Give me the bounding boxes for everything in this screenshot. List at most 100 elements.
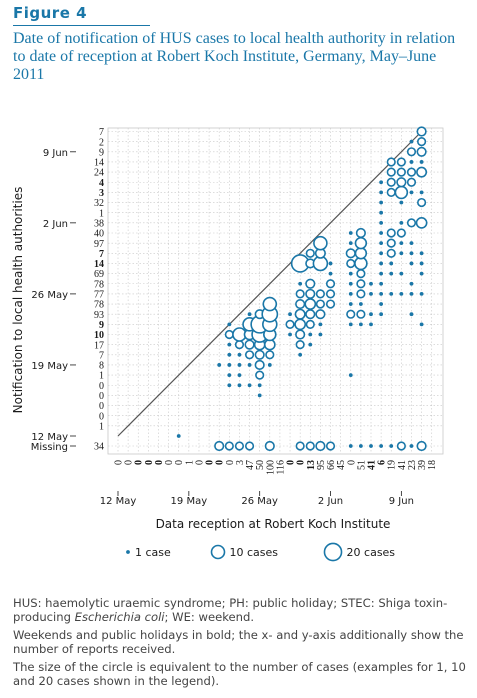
data-point <box>318 332 323 337</box>
data-point <box>409 312 414 317</box>
data-point <box>234 340 245 350</box>
data-point <box>217 363 222 367</box>
data-point <box>244 350 255 360</box>
legend-label: 20 cases <box>347 546 396 559</box>
data-point <box>419 160 424 164</box>
data-point <box>318 322 323 327</box>
data-point <box>416 126 427 137</box>
data-point <box>379 312 384 317</box>
x-count-label: 13 <box>306 460 317 470</box>
x-date-label: 26 May <box>241 496 278 507</box>
data-point <box>394 185 409 200</box>
data-point <box>315 299 325 309</box>
figure-label: Figure 4 <box>13 4 88 22</box>
data-point <box>419 251 424 256</box>
x-count-label: 45 <box>336 460 347 470</box>
data-point <box>227 383 232 388</box>
chart-axes: 7291424433213840977146978777893910177810… <box>31 127 439 507</box>
y-count-label: 34 <box>94 442 104 453</box>
x-count-label: 39 <box>417 460 428 470</box>
y-date-label: Missing <box>31 442 68 453</box>
hus-notification-scatter-chart: 7291424433213840977146978777893910177810… <box>11 126 444 562</box>
y-count-label: 0 <box>99 381 104 392</box>
x-date-label: 9 Jun <box>389 496 414 507</box>
data-point <box>406 218 417 228</box>
legend-label: 10 cases <box>230 546 279 559</box>
data-point <box>379 210 384 215</box>
data-point <box>304 298 317 310</box>
y-date-label: 12 May <box>31 432 68 443</box>
y-count-label: 32 <box>94 198 104 209</box>
data-point <box>237 363 242 367</box>
y-count-label: 7 <box>99 127 104 138</box>
plot-frame <box>107 127 444 455</box>
data-point <box>386 167 396 177</box>
data-point-missing <box>358 444 363 448</box>
data-point <box>396 177 407 188</box>
data-point <box>356 309 366 319</box>
data-point <box>416 146 427 157</box>
data-point <box>254 349 265 360</box>
x-count-label: 0 <box>346 460 357 465</box>
y-count-label: 14 <box>94 158 104 169</box>
data-point-missing <box>389 444 394 448</box>
figure-notes: HUS: haemolytic uraemic syndrome; PH: pu… <box>13 596 468 692</box>
data-point <box>227 363 232 367</box>
data-point <box>396 157 406 167</box>
data-point <box>227 342 232 347</box>
data-point-missing <box>348 444 353 448</box>
y-count-label: 3 <box>99 188 104 199</box>
y-count-label: 9 <box>99 147 104 158</box>
data-point <box>399 200 404 205</box>
data-point <box>348 231 353 235</box>
data-point <box>406 177 417 187</box>
figure-title: Date of notification of HUS cases to loc… <box>13 30 456 83</box>
data-point <box>399 292 404 296</box>
data-point <box>237 352 242 357</box>
data-point <box>247 363 252 367</box>
data-point <box>315 309 326 320</box>
y-count-label: 97 <box>94 239 104 250</box>
data-point <box>419 261 424 266</box>
x-date-label: 2 Jun <box>318 496 343 507</box>
y-count-label: 1 <box>99 421 104 432</box>
figure-label-rule <box>13 25 150 26</box>
data-point <box>369 322 373 327</box>
legend-marker <box>323 542 343 562</box>
y-count-label: 93 <box>94 310 104 321</box>
x-count-label: 100 <box>265 460 276 475</box>
x-count-label: 0 <box>286 460 297 465</box>
x-count-label: 50 <box>255 460 266 470</box>
x-count-label: 0 <box>144 460 155 465</box>
x-count-label: 66 <box>326 460 337 470</box>
data-point-missing <box>214 440 225 452</box>
data-point-missing <box>396 441 406 451</box>
data-point <box>262 296 278 312</box>
note-abbreviations-text: HUS: haemolytic uraemic syndrome; PH: pu… <box>13 596 448 624</box>
data-point <box>415 216 428 229</box>
data-point <box>419 322 424 327</box>
y-count-label: 7 <box>99 350 104 361</box>
data-point <box>419 292 424 296</box>
data-point <box>369 292 373 296</box>
data-point <box>358 302 363 306</box>
y-count-label: 0 <box>99 401 104 412</box>
data-point <box>348 241 353 246</box>
data-point <box>399 220 404 225</box>
data-point <box>247 312 252 317</box>
y-count-label: 38 <box>94 218 104 229</box>
data-point <box>294 318 307 331</box>
x-count-label: 0 <box>225 460 236 465</box>
y-count-label: 0 <box>99 411 104 422</box>
y-count-label: 0 <box>99 391 104 402</box>
data-point <box>345 248 356 259</box>
data-point <box>389 261 394 266</box>
y-count-label: 2 <box>99 137 104 148</box>
data-point <box>247 383 252 388</box>
y-count-label: 17 <box>94 340 104 351</box>
y-count-label: 8 <box>99 361 104 372</box>
data-point <box>386 228 396 238</box>
x-count-label: 116 <box>275 460 286 475</box>
y-axis-label: Notification to local health authorities <box>11 187 25 414</box>
data-point-missing <box>295 441 305 451</box>
